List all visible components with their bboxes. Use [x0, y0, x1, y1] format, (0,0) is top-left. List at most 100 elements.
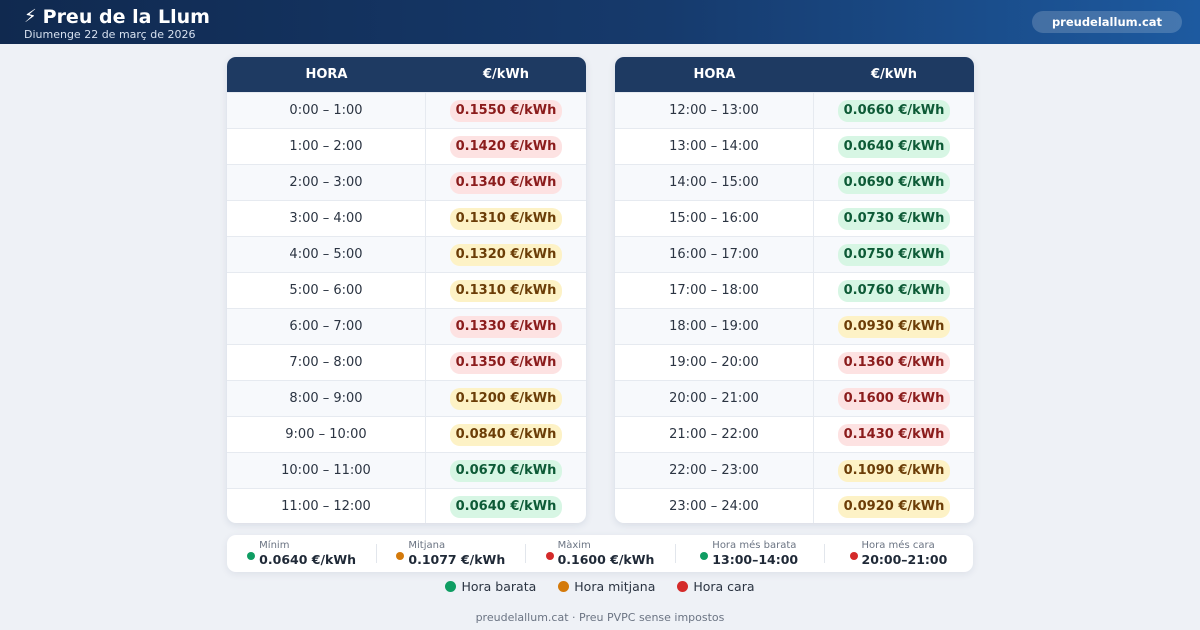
- legend-dot-icon: [558, 580, 570, 592]
- table-header: HORA €/kWh: [615, 57, 974, 92]
- hour-cell: 7:00 – 8:00: [227, 345, 426, 380]
- price-badge: 0.0930 €/kWh: [837, 315, 951, 338]
- summary-label: Màxim: [557, 539, 591, 551]
- hour-cell: 0:00 – 1:00: [227, 93, 426, 128]
- price-badge: 0.1310 €/kWh: [449, 207, 563, 230]
- hour-cell: 21:00 – 22:00: [615, 417, 814, 452]
- price-badge: 0.1550 €/kWh: [449, 99, 563, 122]
- table-row: 17:00 – 18:00 0.0760 €/kWh: [615, 272, 974, 308]
- price-badge: 0.1320 €/kWh: [449, 243, 563, 266]
- hour-cell: 5:00 – 6:00: [227, 273, 426, 308]
- legend-label: Hora barata: [461, 578, 537, 594]
- price-badge: 0.1430 €/kWh: [837, 423, 951, 446]
- status-dot-icon: [849, 551, 858, 560]
- hour-column-header: HORA: [693, 67, 736, 82]
- price-badge: 0.0670 €/kWh: [449, 459, 563, 482]
- table-row: 19:00 – 20:00 0.1360 €/kWh: [615, 344, 974, 380]
- current-date: Diumenge 22 de març de 2026: [24, 28, 196, 41]
- table-row: 5:00 – 6:00 0.1310 €/kWh: [227, 272, 586, 308]
- summary-label: Hora més barata: [712, 539, 797, 551]
- table-row: 2:00 – 3:00 0.1340 €/kWh: [227, 164, 586, 200]
- legend-dot-icon: [445, 580, 457, 592]
- hour-cell: 6:00 – 7:00: [227, 309, 426, 344]
- table-row: 23:00 – 24:00 0.0920 €/kWh: [615, 488, 974, 523]
- table-row: 14:00 – 15:00 0.0690 €/kWh: [615, 164, 974, 200]
- price-cell: 0.1420 €/kWh: [426, 129, 586, 164]
- price-badge: 0.0660 €/kWh: [837, 99, 951, 122]
- price-badge: 0.0840 €/kWh: [449, 423, 563, 446]
- hour-cell: 18:00 – 19:00: [615, 309, 814, 344]
- legend-item: Hora mitjana: [558, 577, 655, 595]
- hour-cell: 22:00 – 23:00: [615, 453, 814, 488]
- price-column-header: €/kWh: [482, 67, 530, 82]
- price-legend: Hora barata Hora mitjana Hora cara: [0, 577, 1200, 595]
- summary-label: Mitjana: [408, 539, 446, 551]
- price-badge: 0.1310 €/kWh: [449, 279, 563, 302]
- price-cell: 0.1430 €/kWh: [814, 417, 974, 452]
- summary-min: Mínim 0.0640 €/kWh: [227, 535, 376, 572]
- table-row: 8:00 – 9:00 0.1200 €/kWh: [227, 380, 586, 416]
- summary-label: Mínim: [259, 539, 290, 551]
- price-badge: 0.1340 €/kWh: [449, 171, 563, 194]
- price-badge: 0.1600 €/kWh: [837, 387, 951, 410]
- summary-value: 20:00–21:00: [861, 551, 948, 567]
- table-header: HORA €/kWh: [227, 57, 586, 92]
- price-cell: 0.1550 €/kWh: [426, 93, 586, 128]
- summary-cheapest-hour: Hora més barata 13:00–14:00: [674, 535, 824, 572]
- price-badge: 0.0730 €/kWh: [837, 207, 951, 230]
- table-row: 3:00 – 4:00 0.1310 €/kWh: [227, 200, 586, 236]
- lightning-bolt-icon: ⚡: [24, 6, 37, 27]
- legend-label: Hora mitjana: [574, 578, 656, 594]
- hour-cell: 17:00 – 18:00: [615, 273, 814, 308]
- app-title: ⚡ Preu de la Llum: [24, 6, 210, 28]
- hour-cell: 19:00 – 20:00: [615, 345, 814, 380]
- price-cell: 0.0760 €/kWh: [814, 273, 974, 308]
- price-cell: 0.0640 €/kWh: [814, 129, 974, 164]
- hour-cell: 2:00 – 3:00: [227, 165, 426, 200]
- price-cell: 0.1200 €/kWh: [426, 381, 586, 416]
- price-cell: 0.0730 €/kWh: [814, 201, 974, 236]
- price-cell: 0.1340 €/kWh: [426, 165, 586, 200]
- legend-label: Hora cara: [693, 578, 755, 594]
- status-dot-icon: [247, 551, 256, 560]
- summary-priciest-hour: Hora més cara 20:00–21:00: [823, 535, 973, 572]
- price-cell: 0.0690 €/kWh: [814, 165, 974, 200]
- table-row: 15:00 – 16:00 0.0730 €/kWh: [615, 200, 974, 236]
- price-cell: 0.1360 €/kWh: [814, 345, 974, 380]
- hour-cell: 12:00 – 13:00: [615, 93, 814, 128]
- hour-cell: 11:00 – 12:00: [227, 489, 426, 523]
- legend-item: Hora barata: [445, 577, 536, 595]
- table-row: 4:00 – 5:00 0.1320 €/kWh: [227, 236, 586, 272]
- price-badge: 0.1420 €/kWh: [449, 135, 563, 158]
- price-cell: 0.0840 €/kWh: [426, 417, 586, 452]
- price-badge: 0.1090 €/kWh: [837, 459, 951, 482]
- table-row: 12:00 – 13:00 0.0660 €/kWh: [615, 92, 974, 128]
- table-row: 13:00 – 14:00 0.0640 €/kWh: [615, 128, 974, 164]
- summary-value: 0.1077 €/kWh: [408, 551, 506, 567]
- status-dot-icon: [396, 551, 405, 560]
- table-row: 6:00 – 7:00 0.1330 €/kWh: [227, 308, 586, 344]
- price-badge: 0.0920 €/kWh: [837, 495, 951, 518]
- app-header: ⚡ Preu de la Llum Diumenge 22 de març de…: [0, 0, 1200, 44]
- summary-value: 0.0640 €/kWh: [259, 551, 357, 567]
- site-link-button[interactable]: preudelallum.cat: [1032, 11, 1182, 33]
- price-cell: 0.1310 €/kWh: [426, 201, 586, 236]
- price-cell: 0.1320 €/kWh: [426, 237, 586, 272]
- table-row: 7:00 – 8:00 0.1350 €/kWh: [227, 344, 586, 380]
- table-row: 0:00 – 1:00 0.1550 €/kWh: [227, 92, 586, 128]
- hour-cell: 20:00 – 21:00: [615, 381, 814, 416]
- table-row: 1:00 – 2:00 0.1420 €/kWh: [227, 128, 586, 164]
- hour-cell: 8:00 – 9:00: [227, 381, 426, 416]
- hour-cell: 14:00 – 15:00: [615, 165, 814, 200]
- legend-dot-icon: [677, 580, 689, 592]
- legend-item: Hora cara: [677, 577, 755, 595]
- price-badge: 0.1350 €/kWh: [449, 351, 563, 374]
- table-row: 20:00 – 21:00 0.1600 €/kWh: [615, 380, 974, 416]
- price-cell: 0.0750 €/kWh: [814, 237, 974, 272]
- price-cell: 0.0670 €/kWh: [426, 453, 586, 488]
- hour-cell: 15:00 – 16:00: [615, 201, 814, 236]
- price-cell: 0.1090 €/kWh: [814, 453, 974, 488]
- price-badge: 0.1200 €/kWh: [449, 387, 563, 410]
- price-cell: 0.1350 €/kWh: [426, 345, 586, 380]
- price-badge: 0.0750 €/kWh: [837, 243, 951, 266]
